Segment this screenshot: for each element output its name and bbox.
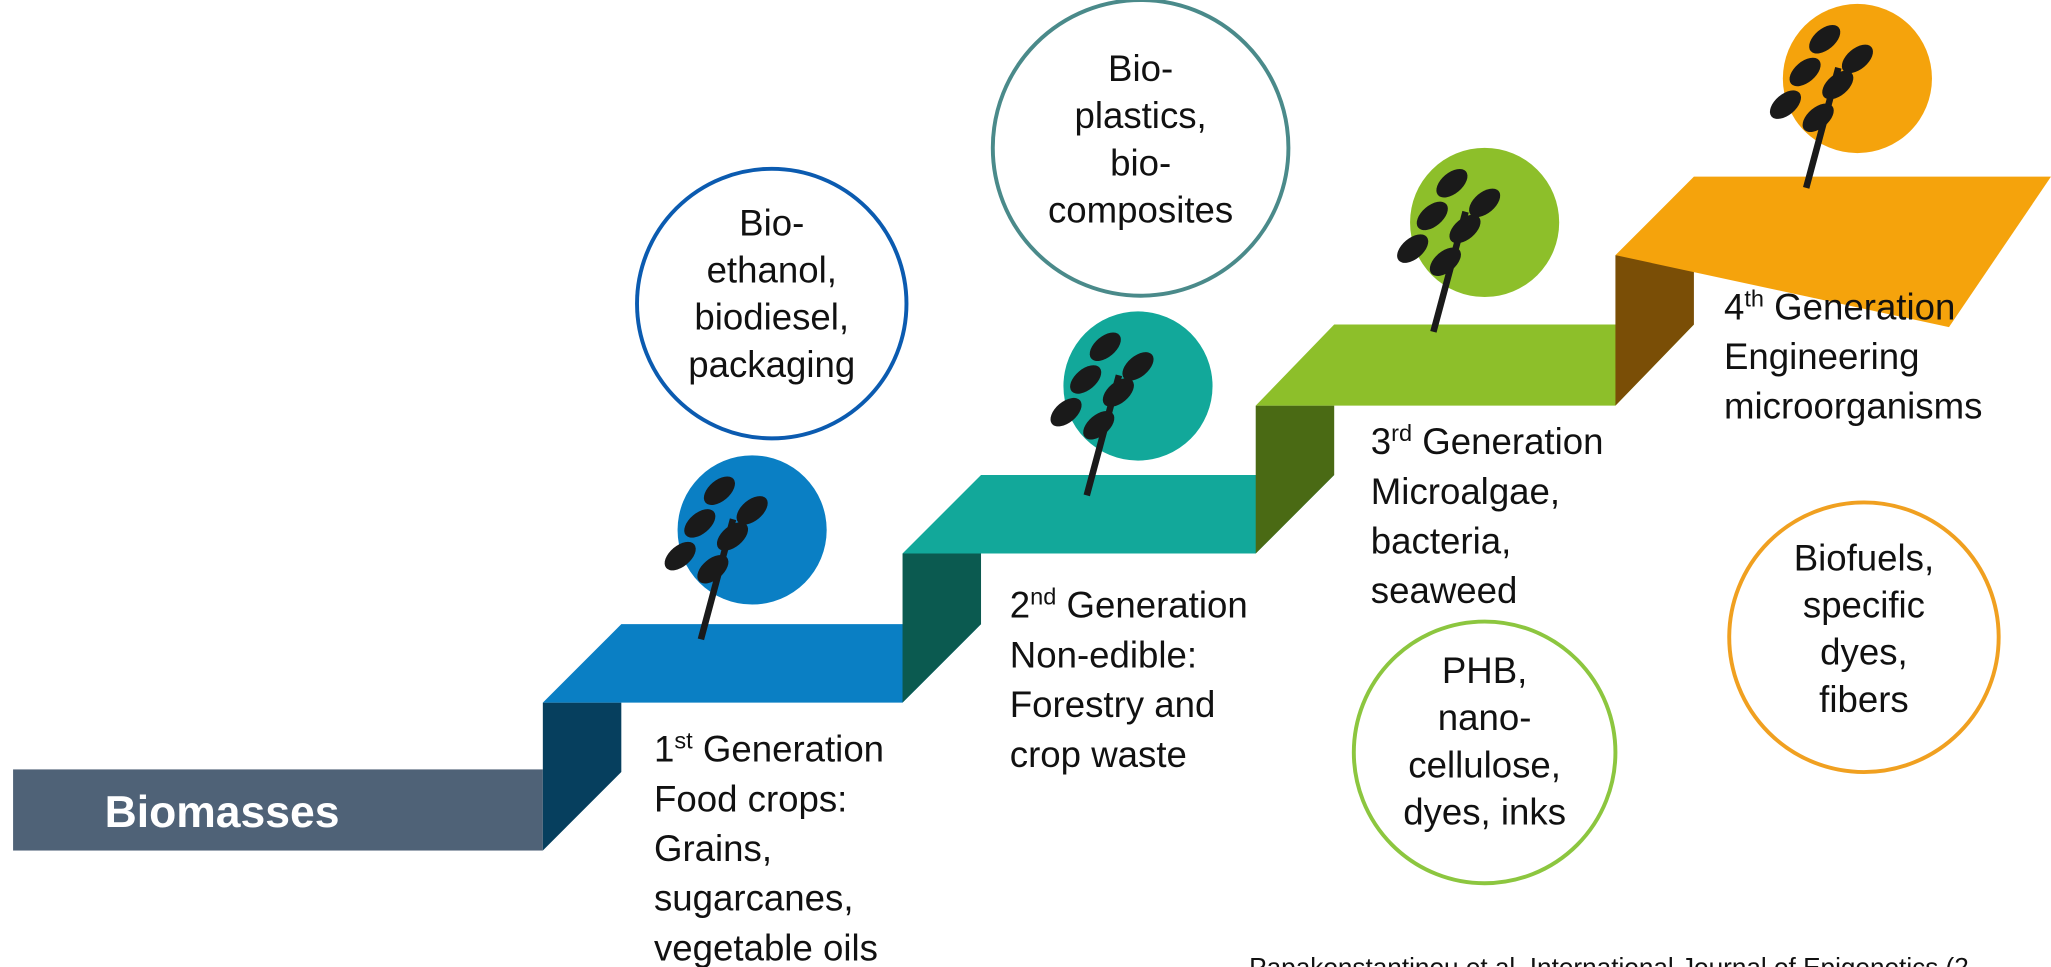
- product-text: composites: [1048, 189, 1233, 230]
- product-text: nano-: [1438, 697, 1532, 738]
- product-text: fibers: [1819, 679, 1909, 720]
- product-text: dyes,: [1820, 632, 1908, 673]
- generation-description: crop waste: [1010, 734, 1187, 775]
- generation-description: Grains,: [654, 828, 772, 869]
- generation-description: Food crops:: [654, 778, 847, 819]
- generation-description: seaweed: [1371, 570, 1518, 611]
- generation-description: vegetable oils: [654, 927, 878, 967]
- generation-suffix: st: [674, 728, 693, 754]
- generation-number: 3: [1371, 421, 1391, 462]
- product-text: specific: [1803, 585, 1925, 626]
- generation-description: microorganisms: [1724, 386, 1982, 427]
- generation-label: Generation: [1067, 585, 1248, 626]
- generation-description: Engineering: [1724, 336, 1919, 377]
- product-text: Bio-: [739, 203, 804, 244]
- generation-label: Generation: [1422, 421, 1603, 462]
- product-text: cellulose,: [1408, 744, 1561, 785]
- diagram: Biomasses 1st Generation Food crops: Grain…: [0, 0, 2051, 967]
- generation-space: [1764, 286, 1774, 327]
- generation-description: Microalgae,: [1371, 471, 1560, 512]
- generation-number: 4: [1724, 286, 1744, 327]
- generation-suffix: th: [1744, 285, 1764, 311]
- generation-number: 1: [654, 729, 674, 770]
- generation-suffix: nd: [1030, 584, 1056, 610]
- generation-description: bacteria,: [1371, 520, 1511, 561]
- generation-number: 2: [1010, 585, 1030, 626]
- product-text: Bio-: [1108, 48, 1173, 89]
- generation-description: Non-edible:: [1010, 634, 1197, 675]
- generation-space: [1412, 421, 1422, 462]
- product-text: PHB,: [1442, 650, 1527, 691]
- start-label: Biomasses: [105, 788, 340, 837]
- generation-space: [693, 729, 703, 770]
- product-text: ethanol,: [707, 250, 837, 291]
- generation-label: Generation: [703, 729, 884, 770]
- product-text: dyes, inks: [1403, 791, 1566, 832]
- generation-suffix: rd: [1391, 420, 1412, 446]
- product-text: packaging: [688, 344, 855, 385]
- generation-description: Forestry and: [1010, 684, 1216, 725]
- citation: Papakonstantinou et al. International Jo…: [1249, 952, 1969, 967]
- generation-space: [1056, 585, 1066, 626]
- product-text: Biofuels,: [1794, 538, 1934, 579]
- product-text: bio-: [1110, 142, 1171, 183]
- generation-label: Generation: [1774, 286, 1955, 327]
- generation-description: sugarcanes,: [654, 878, 853, 919]
- product-text: plastics,: [1074, 95, 1206, 136]
- product-text: biodiesel,: [694, 297, 849, 338]
